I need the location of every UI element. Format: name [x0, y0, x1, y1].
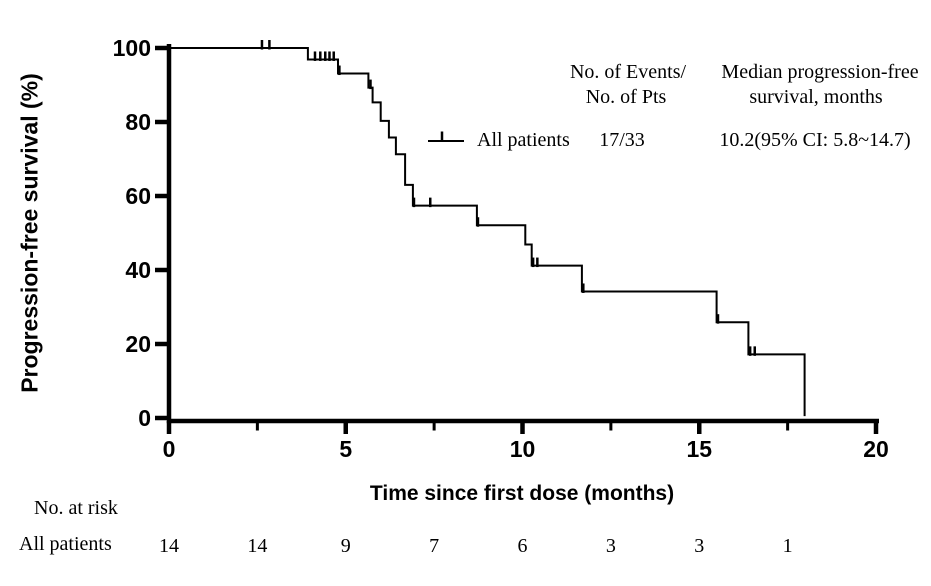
- median-value: 10.2(95% CI: 5.8~14.7): [719, 129, 911, 151]
- median-column-header-line1: Median progression-free: [721, 61, 919, 83]
- risk-count-month-10: 6: [517, 535, 528, 557]
- risk-count-month-5: 9: [340, 535, 351, 557]
- x-axis-title: Time since first dose (months): [369, 482, 675, 505]
- risk-count-month-15: 3: [694, 535, 705, 557]
- x-tick-label-5: 5: [339, 436, 353, 462]
- y-tick-label-80: 80: [125, 109, 151, 135]
- x-tick-label-20: 20: [863, 436, 889, 462]
- risk-count-month-2.5: 14: [247, 535, 268, 557]
- risk-count-month-7.5: 7: [429, 535, 440, 557]
- events-column-header-line1: No. of Events/: [569, 61, 687, 83]
- risk-count-month-12.5: 3: [605, 535, 616, 557]
- y-tick-label-40: 40: [125, 257, 151, 283]
- y-tick-label-60: 60: [125, 183, 151, 209]
- risk-count-month-17.5: 1: [782, 535, 793, 557]
- risk-table-header: No. at risk: [34, 497, 118, 519]
- events-column-header-line2: No. of Pts: [585, 86, 667, 108]
- km-survival-curve: [169, 47, 806, 417]
- events-value: 17/33: [599, 129, 645, 151]
- x-tick-label-10: 10: [509, 436, 536, 462]
- median-column-header-line2: survival, months: [749, 86, 883, 108]
- x-tick-label-0: 0: [162, 436, 176, 462]
- y-tick-label-100: 100: [112, 35, 151, 61]
- risk-count-month-0: 14: [159, 535, 179, 557]
- legend-series-label: All patients: [477, 129, 570, 151]
- risk-table-row-label: All patients: [19, 533, 112, 555]
- y-tick-label-0: 0: [138, 405, 151, 431]
- x-tick-label-15: 15: [686, 436, 713, 462]
- y-tick-label-20: 20: [125, 331, 151, 357]
